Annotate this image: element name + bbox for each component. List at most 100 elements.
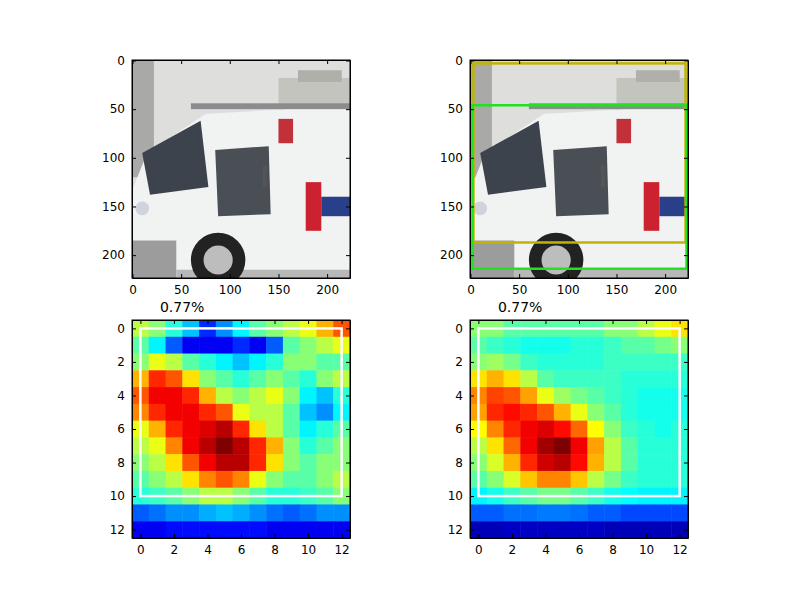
tick-label: 2 bbox=[509, 543, 517, 557]
heatmap-cell bbox=[504, 437, 521, 454]
heatmap-cell bbox=[266, 337, 283, 354]
heatmap-cell bbox=[199, 370, 216, 387]
frame bbox=[132, 60, 350, 278]
heatmap-cell bbox=[604, 387, 621, 404]
tick bbox=[346, 362, 350, 363]
heatmap-cell bbox=[638, 471, 655, 488]
heatmap-cell bbox=[571, 337, 588, 354]
tick: 10 bbox=[448, 489, 474, 503]
photo-shape bbox=[659, 197, 688, 216]
heatmap-cell bbox=[504, 504, 521, 521]
tick bbox=[346, 60, 350, 61]
heatmap-cell bbox=[554, 521, 571, 538]
frame bbox=[132, 320, 350, 538]
tick bbox=[519, 60, 520, 64]
tick bbox=[140, 320, 141, 324]
tick-label: 4 bbox=[455, 389, 463, 403]
tick-mark bbox=[684, 429, 688, 430]
heatmap-cell bbox=[182, 337, 199, 354]
heatmap-cell bbox=[654, 387, 671, 404]
heatmap-cell bbox=[249, 354, 266, 371]
axis-line bbox=[688, 321, 689, 539]
heatmap-cell bbox=[333, 504, 350, 521]
heatmap-cell bbox=[537, 471, 554, 488]
heatmap-cell bbox=[638, 354, 655, 371]
heatmap-cell bbox=[621, 521, 638, 538]
plot-area bbox=[132, 320, 350, 538]
heatmap-cell bbox=[587, 387, 604, 404]
tick-mark bbox=[519, 274, 520, 278]
tick-mark bbox=[346, 60, 350, 61]
tick-mark bbox=[470, 158, 474, 159]
tick-mark bbox=[174, 320, 175, 324]
heatmap-cell bbox=[132, 504, 149, 521]
bounding-box bbox=[140, 328, 341, 496]
tick: 12 bbox=[110, 523, 136, 537]
tick: 2 bbox=[509, 534, 517, 557]
photo-shape bbox=[263, 166, 267, 187]
heatmap-cell bbox=[638, 387, 655, 404]
heatmap-cell bbox=[604, 370, 621, 387]
heatmap-cell bbox=[182, 437, 199, 454]
tick: 150 bbox=[102, 200, 136, 214]
heatmap-cell bbox=[587, 521, 604, 538]
tick: 4 bbox=[117, 389, 136, 403]
tick: 12 bbox=[448, 523, 474, 537]
tick: 8 bbox=[609, 534, 617, 557]
tick-label: 0 bbox=[129, 283, 137, 297]
tick-label: 200 bbox=[102, 248, 125, 262]
heatmap-cell bbox=[149, 354, 166, 371]
heatmap-cell bbox=[554, 421, 571, 438]
heatmap-cell bbox=[638, 421, 655, 438]
tick-mark bbox=[579, 534, 580, 538]
heatmap-cell bbox=[182, 521, 199, 538]
tick-mark bbox=[478, 320, 479, 324]
heatmap-cell bbox=[587, 454, 604, 471]
tick: 6 bbox=[576, 534, 584, 557]
tick-mark bbox=[684, 463, 688, 464]
heatmap-cell bbox=[333, 521, 350, 538]
tick: 8 bbox=[117, 456, 136, 470]
tick-mark bbox=[470, 463, 474, 464]
axis-line bbox=[471, 538, 689, 539]
heatmap-cell bbox=[266, 354, 283, 371]
tick bbox=[684, 255, 688, 256]
title: 0.77% bbox=[160, 299, 204, 315]
heatmap-cell bbox=[149, 387, 166, 404]
tick-mark bbox=[207, 320, 208, 324]
heatmap-cell bbox=[316, 421, 333, 438]
tick: 50 bbox=[110, 102, 136, 116]
tick-label: 200 bbox=[654, 283, 677, 297]
heatmap-cell bbox=[233, 354, 250, 371]
heatmap-cell bbox=[316, 504, 333, 521]
axis bbox=[471, 60, 689, 64]
axis bbox=[346, 61, 351, 279]
heatmap-cell bbox=[283, 370, 300, 387]
tick-label: 6 bbox=[455, 422, 463, 436]
heatmap-cell bbox=[216, 421, 233, 438]
tick-mark bbox=[278, 60, 279, 64]
heatmap-cell bbox=[249, 337, 266, 354]
heatmap-cell bbox=[249, 437, 266, 454]
title: 0.77% bbox=[498, 299, 542, 315]
heatmap-cell bbox=[266, 521, 283, 538]
heatmap-cell bbox=[504, 404, 521, 421]
tick: 0 bbox=[455, 322, 474, 336]
heatmap-cell bbox=[266, 421, 283, 438]
tick: 200 bbox=[102, 248, 136, 262]
heatmap-cell bbox=[132, 521, 149, 538]
heatmap-cell bbox=[571, 471, 588, 488]
tick-label: 12 bbox=[110, 523, 125, 537]
tick-mark bbox=[132, 496, 136, 497]
axis: 024681012 bbox=[110, 321, 136, 539]
tick-mark bbox=[470, 429, 474, 430]
tick-mark bbox=[470, 255, 474, 256]
heatmap-cell bbox=[166, 521, 183, 538]
tick-mark bbox=[684, 60, 688, 61]
heatmap-cell bbox=[520, 521, 537, 538]
tick bbox=[684, 429, 688, 430]
panel: 050100150200050100150200 bbox=[440, 54, 689, 297]
tick-mark bbox=[470, 530, 474, 531]
tick-mark bbox=[342, 320, 343, 324]
tick-label: 150 bbox=[268, 283, 291, 297]
